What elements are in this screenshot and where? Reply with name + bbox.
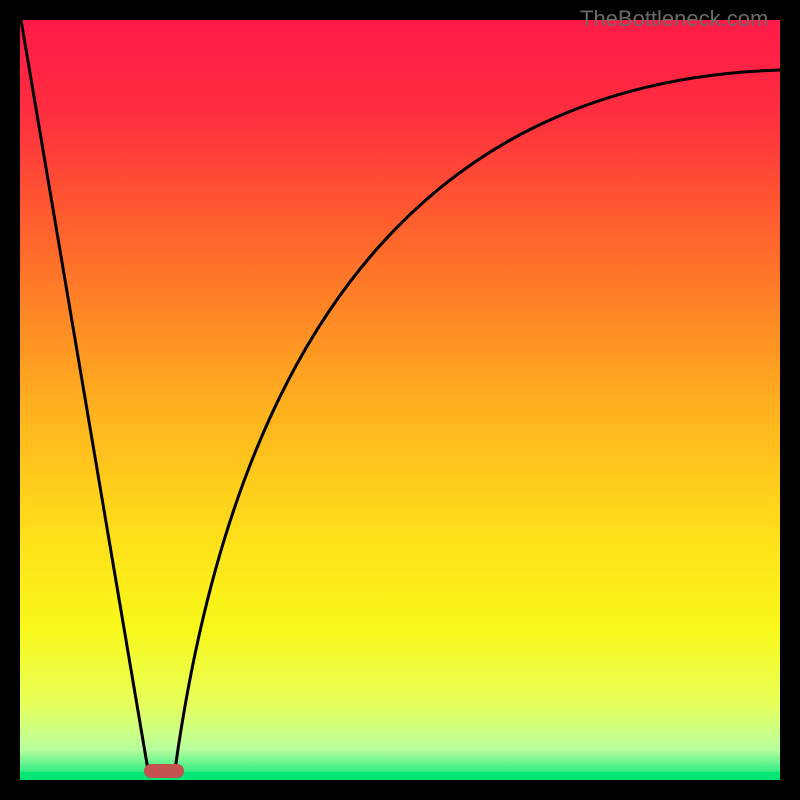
- gradient-background: [20, 20, 780, 780]
- optimal-marker: [144, 764, 184, 778]
- chart-svg: [0, 0, 800, 800]
- bottleneck-chart: TheBottleneck.com: [0, 0, 800, 800]
- green-baseline-band: [20, 772, 780, 780]
- watermark-text: TheBottleneck.com: [580, 6, 768, 32]
